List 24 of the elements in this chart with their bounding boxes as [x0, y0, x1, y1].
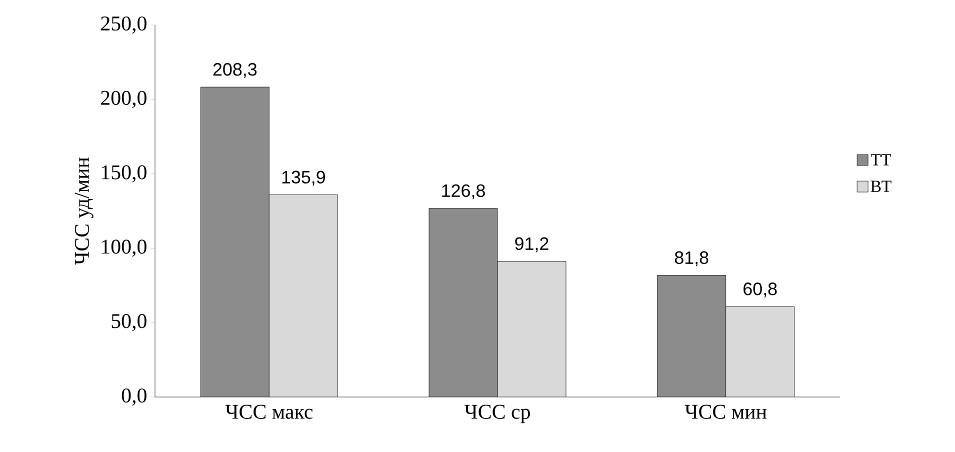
y-tick-label: 50,0 — [112, 314, 146, 332]
x-tick-label: ЧСС макс — [225, 404, 313, 419]
y-tick-label: 150,0 — [102, 165, 146, 182]
bar — [498, 261, 566, 397]
legend-label: ВТ — [870, 180, 892, 192]
bar — [726, 306, 795, 397]
data-label: 81,8 — [674, 251, 708, 266]
x-tick-label: ЧСС мин — [684, 404, 767, 419]
bar — [269, 194, 338, 397]
y-tick-label: 100,0 — [102, 240, 146, 257]
data-label: 135,9 — [282, 170, 325, 186]
data-label: 126,8 — [442, 184, 485, 200]
y-tick-label: 0,0 — [122, 388, 146, 406]
legend-label: ТТ — [870, 154, 892, 166]
data-label: 91,2 — [515, 237, 548, 252]
data-label: 208,3 — [213, 63, 257, 78]
bar — [429, 208, 498, 397]
y-tick-label: 250,0 — [101, 16, 146, 34]
y-axis-title: ЧСС уд/мин — [74, 157, 94, 265]
bar — [200, 87, 270, 397]
x-tick-label: ЧСС ср — [464, 404, 530, 424]
bar — [657, 275, 726, 397]
data-label: 60,8 — [744, 282, 777, 298]
y-tick-label: 200,0 — [101, 90, 146, 108]
